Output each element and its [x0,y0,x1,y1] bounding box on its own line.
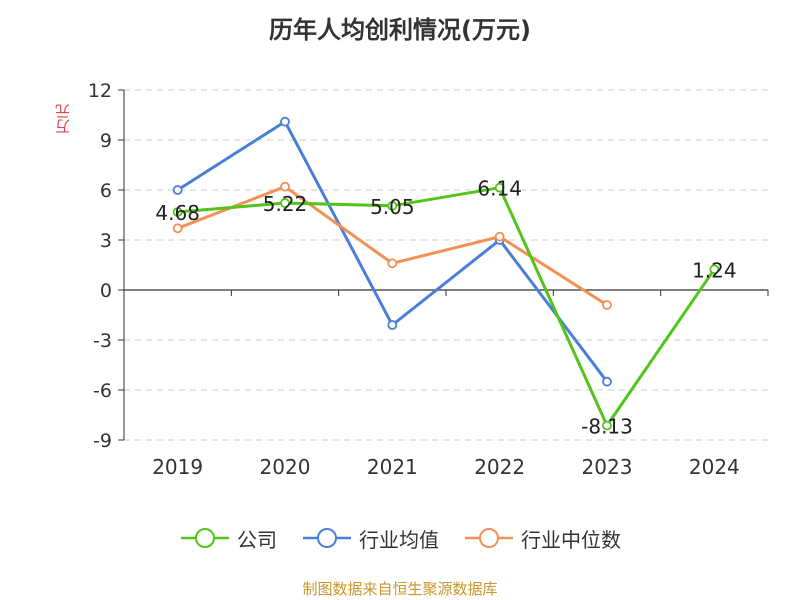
y-tick-label: 9 [100,130,112,152]
data-point [280,198,290,208]
data-point [709,264,720,275]
data-label: 5.22 [263,192,308,216]
data-label: 5.05 [370,195,415,219]
x-tick-label: 2021 [367,455,418,479]
data-point [494,231,505,242]
x-tick-label: 2024 [689,455,740,479]
data-point [387,200,398,211]
legend-item-industry-mean[interactable]: 行业均值 [301,524,439,553]
data-point [602,300,612,310]
x-tick-label: 2022 [474,455,525,479]
data-label: 6.14 [477,177,522,201]
data-point [172,185,183,195]
data-label: 4.68 [155,201,200,225]
data-point [602,376,612,387]
y-tick-label: -3 [93,330,112,352]
legend: 公司 行业均值 行业中位数 [0,520,800,556]
y-tick-label: -9 [93,430,112,452]
data-point [172,207,183,217]
legend-label: 行业均值 [359,527,439,552]
series-line-1 [176,120,609,383]
x-tick-label: 2023 [582,455,633,479]
x-tick-label: 2019 [152,455,203,479]
legend-label: 公司 [237,527,277,552]
y-tick-label: 3 [100,230,112,252]
legend-marker-icon [303,528,351,548]
legend-marker-icon [181,528,229,548]
legend-item-industry-median[interactable]: 行业中位数 [463,524,621,553]
data-point [172,223,183,234]
y-tick-label: 12 [88,80,112,102]
data-point [280,116,290,127]
data-point [494,182,505,193]
data-label: -8.13 [581,415,633,439]
chart-title: 历年人均创利情况(万元) [269,16,531,44]
x-tick-label: 2020 [260,455,311,479]
legend-marker-icon [465,528,513,548]
y-tick-label: -6 [93,380,112,402]
series-line-0 [177,186,716,427]
legend-item-company[interactable]: 公司 [179,524,277,553]
y-tick-label: 0 [100,280,112,302]
data-point [387,258,398,269]
data-point [602,420,612,431]
data-point [387,320,398,330]
data-point [280,181,290,192]
legend-label: 行业中位数 [521,527,621,552]
y-tick-label: 6 [100,180,112,202]
data-source: 制图数据来自恒生聚源数据库 [302,580,498,598]
data-label: 1.24 [692,258,737,282]
